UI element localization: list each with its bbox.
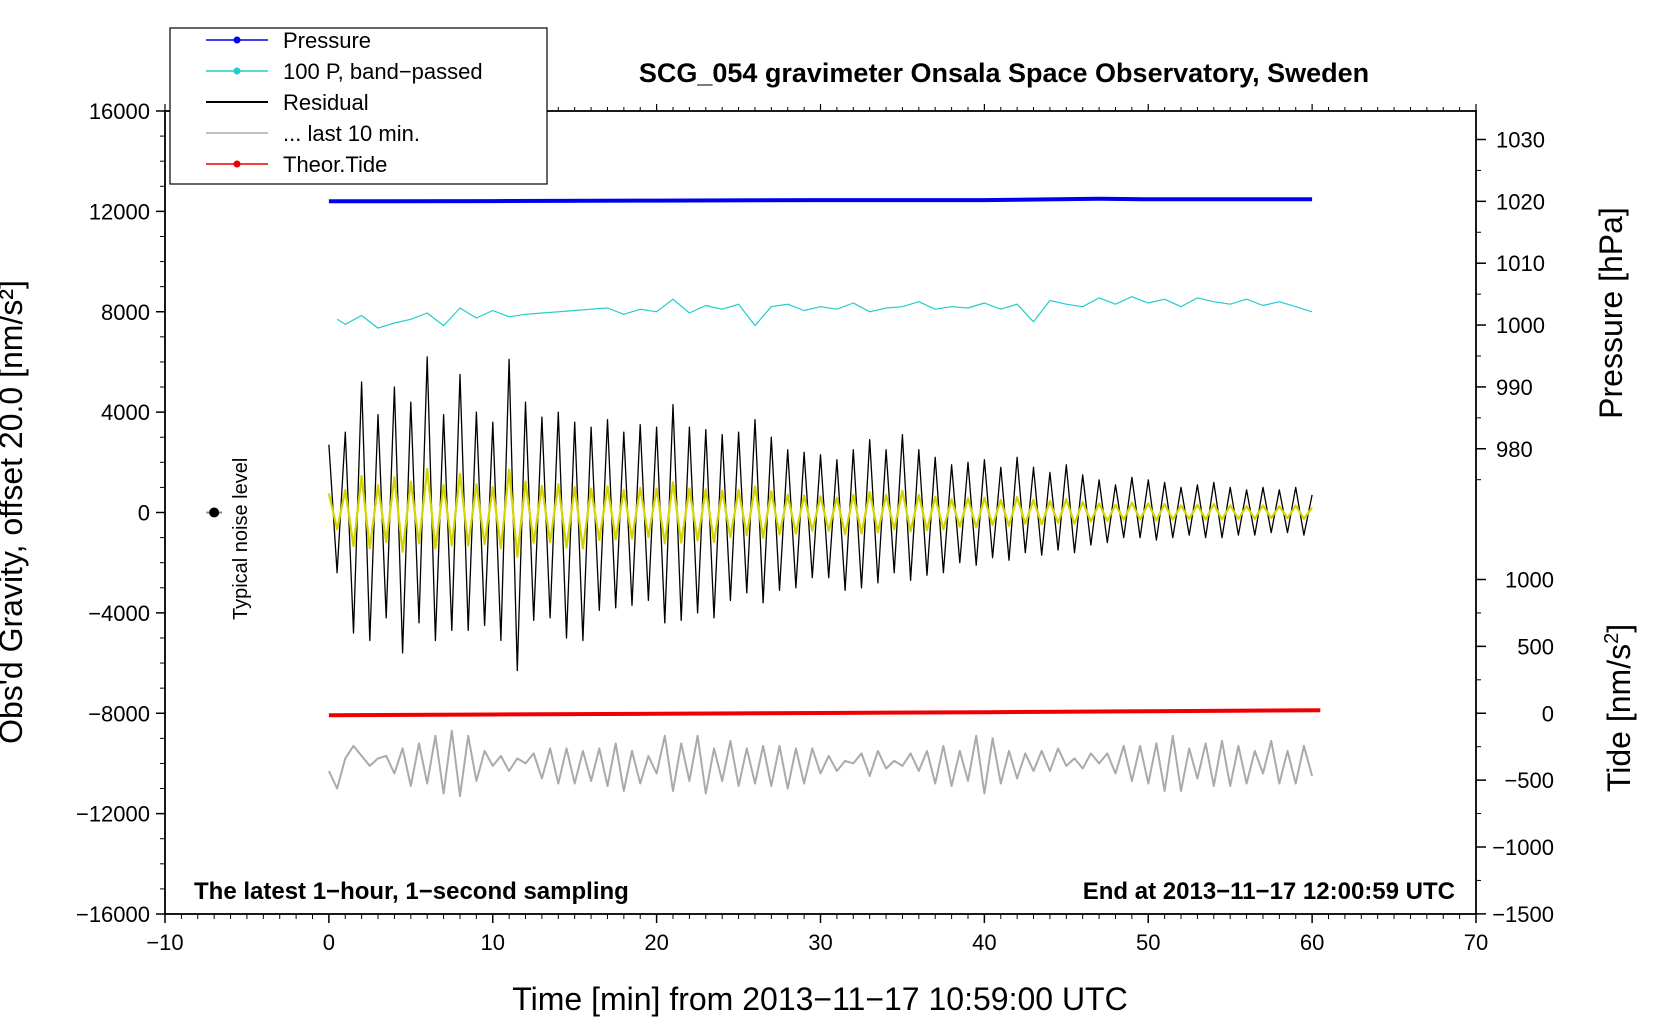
legend-marker (233, 67, 241, 75)
legend-label: 100 P, band−passed (283, 59, 483, 84)
tide-axis-title-sup: 2 (1601, 633, 1623, 644)
pressure-tick-label: 1000 (1496, 313, 1545, 338)
legend-label: Theor.Tide (283, 152, 387, 177)
series-theor-tide (328, 708, 1321, 718)
legend-box (169, 27, 548, 185)
x-tick-label: 50 (1136, 930, 1160, 955)
pressure-tick-label: 980 (1496, 437, 1533, 462)
y-axis-left-title: Obs'd Gravity, offset 20.0 [nm/s²] (0, 280, 29, 744)
legend-marker (233, 36, 241, 44)
tide-tick-label: −500 (1504, 768, 1554, 793)
series-pressure-bandpassed (336, 296, 1313, 329)
x-axis-title: Time [min] from 2013−11−17 10:59:00 UTC (512, 981, 1127, 1017)
tide-axis-title-end: ] (1601, 624, 1637, 633)
y-tick-label: −4000 (88, 601, 150, 626)
series-last-10-min (327, 729, 1314, 798)
y-axis-pressure: 1030 1020 1010 1000 990 980 (1476, 127, 1545, 481)
legend-label: ... last 10 min. (283, 121, 420, 146)
series-pressure (328, 196, 1313, 204)
x-tick-label: 40 (972, 930, 996, 955)
legend-marker (233, 160, 241, 168)
x-axis: −10 0 10 20 30 40 50 60 70 (146, 104, 1488, 955)
x-tick-label: 20 (644, 930, 668, 955)
y-axis-left: 16000 12000 8000 4000 0 −4000 −8000 −12000 −1600… (76, 99, 165, 927)
x-tick-label: 70 (1464, 930, 1488, 955)
tide-tick-label: 500 (1517, 634, 1554, 659)
tide-axis-title: Tide [nm/s2] (1601, 624, 1637, 792)
pressure-tick-label: 1010 (1496, 251, 1545, 276)
tide-tick-label: 1000 (1505, 568, 1554, 593)
legend: Pressure 100 P, band−passed Residual ... la… (169, 27, 548, 185)
y-axis-tide: 1000 500 0 −500 −1000 −1500 (1476, 568, 1554, 927)
noise-level-label: Typical noise level (230, 458, 252, 620)
chart-title: SCG_054 gravimeter Onsala Space Observat… (639, 58, 1369, 88)
series-residual (328, 356, 1313, 672)
pressure-tick-label: 990 (1496, 375, 1533, 400)
y-tick-label: 0 (138, 501, 150, 526)
y-tick-label: −16000 (76, 902, 150, 927)
pressure-tick-label: 1030 (1496, 127, 1545, 152)
y-tick-label: 12000 (89, 199, 150, 224)
y-tick-label: 4000 (101, 400, 150, 425)
x-tick-label: 10 (481, 930, 505, 955)
series-group (327, 196, 1321, 798)
y-tick-label: 16000 (89, 99, 150, 124)
y-tick-label: 8000 (101, 300, 150, 325)
x-tick-label: −10 (146, 930, 183, 955)
legend-label: Residual (283, 90, 369, 115)
y-tick-label: −8000 (88, 701, 150, 726)
annotation-sampling: The latest 1−hour, 1−second sampling (194, 878, 629, 905)
tide-tick-label: −1000 (1492, 835, 1554, 860)
legend-entries: Pressure 100 P, band−passed Residual ... la… (206, 28, 483, 177)
tide-tick-label: −1500 (1492, 902, 1554, 927)
pressure-tick-label: 1020 (1496, 189, 1545, 214)
x-tick-label: 30 (808, 930, 832, 955)
x-tick-label: 60 (1300, 930, 1324, 955)
tide-tick-label: 0 (1542, 701, 1554, 726)
x-tick-label: 0 (323, 930, 335, 955)
legend-label: Pressure (283, 28, 371, 53)
annotation-end-time: End at 2013−11−17 12:00:59 UTC (1083, 878, 1455, 905)
tide-axis-title-main: Tide [nm/s (1601, 644, 1637, 792)
noise-level-marker (209, 507, 220, 518)
pressure-axis-title: Pressure [hPa] (1593, 207, 1629, 419)
series-residual-filtered (327, 467, 1313, 558)
y-tick-label: −12000 (76, 802, 150, 827)
